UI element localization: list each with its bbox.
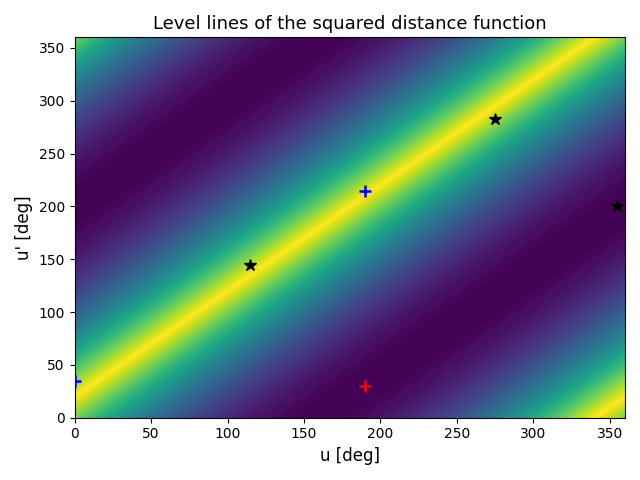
X-axis label: u [deg]: u [deg]: [320, 447, 380, 465]
Y-axis label: u' [deg]: u' [deg]: [15, 195, 33, 260]
Title: Level lines of the squared distance function: Level lines of the squared distance func…: [153, 15, 547, 33]
